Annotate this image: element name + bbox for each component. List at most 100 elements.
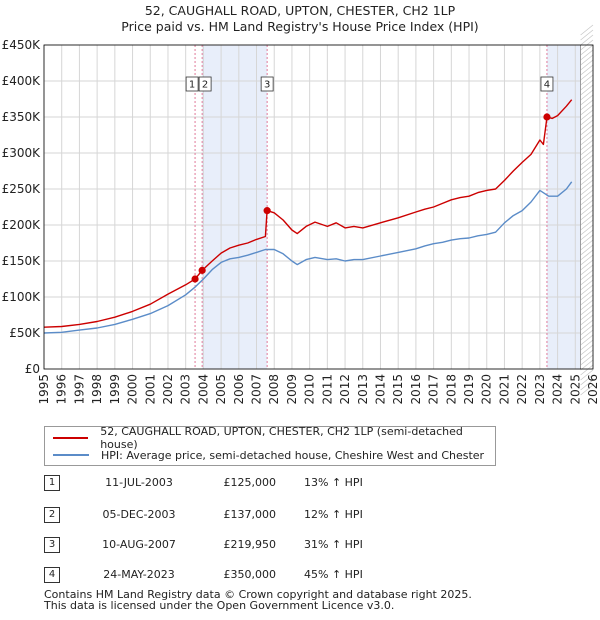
forecast-hatch	[580, 129, 594, 141]
y-tick-label: £100K	[2, 290, 42, 304]
forecast-hatch	[580, 329, 594, 341]
forecast-hatch	[580, 229, 594, 241]
forecast-hatch	[580, 379, 594, 391]
sale-point	[543, 113, 551, 121]
forecast-hatch	[580, 369, 594, 381]
forecast-hatch	[580, 24, 594, 36]
forecast-hatch	[580, 29, 594, 41]
forecast-hatch	[580, 334, 594, 346]
forecast-hatch	[580, 109, 594, 121]
legend-item-hpi: HPI: Average price, semi-detached house,…	[53, 448, 484, 462]
sale-marker-label: 4	[544, 80, 550, 91]
x-tick-label: 2024	[551, 374, 565, 405]
forecast-hatch	[580, 264, 594, 276]
y-tick-label: £50K	[9, 326, 41, 340]
sale-price: £137,000	[223, 508, 277, 521]
sale-date: 10-AUG-2007	[102, 538, 176, 551]
forecast-hatch	[580, 269, 594, 281]
x-tick-label: 2017	[427, 374, 441, 405]
forecast-hatch	[580, 44, 594, 56]
forecast-hatch	[580, 239, 594, 251]
forecast-hatch	[580, 244, 594, 256]
forecast-hatch	[580, 254, 594, 266]
forecast-hatch	[580, 94, 594, 106]
legend-label-property: 52, CAUGHALL ROAD, UPTON, CHESTER, CH2 1…	[100, 425, 463, 451]
legend-swatch-hpi	[53, 454, 89, 456]
x-tick-label: 2001	[143, 374, 157, 405]
forecast-region	[580, 24, 594, 396]
forecast-hatch	[580, 209, 594, 221]
x-tick-label: 1996	[55, 374, 69, 405]
sale-marker-box-frame	[198, 76, 212, 92]
legend: 52, CAUGHALL ROAD, UPTON, CHESTER, CH2 1…	[44, 425, 496, 466]
forecast-hatch	[580, 99, 594, 111]
forecast-hatch	[580, 59, 594, 71]
sale-marker-box: 3	[260, 76, 274, 92]
y-tick-label: £250K	[2, 182, 42, 196]
forecast-hatch	[580, 234, 594, 246]
sale-date: 24-MAY-2023	[103, 568, 175, 581]
sale-number-badge: 4	[44, 567, 60, 583]
sale-marker-lines	[194, 45, 548, 369]
footer-copyright: Contains HM Land Registry data © Crown c…	[44, 588, 472, 601]
x-tick-label: 2003	[179, 374, 193, 405]
forecast-hatch	[580, 154, 594, 166]
forecast-hatch	[580, 164, 594, 176]
x-axis: 1995 1996 1997 1998 1999 2000 2001 2002 2003 2004…	[37, 374, 600, 405]
forecast-hatch	[580, 189, 594, 201]
forecast-hatch	[580, 204, 594, 216]
forecast-hatch	[580, 304, 594, 316]
x-tick-label: 2023	[533, 374, 547, 405]
forecast-hatch	[580, 259, 594, 271]
x-tick-label: 2018	[444, 374, 458, 405]
forecast-hatch	[580, 344, 594, 356]
x-tick-label: 2011	[320, 374, 334, 405]
forecast-hatch	[580, 79, 594, 91]
forecast-hatch	[580, 119, 594, 131]
x-tick-label: 2021	[497, 374, 511, 405]
y-tick-label: £300K	[2, 146, 42, 160]
x-tick-label: 1998	[90, 374, 104, 405]
sale-marker-box: 1	[185, 76, 199, 92]
forecast-hatch	[580, 339, 594, 351]
sale-number-badge: 3	[44, 537, 60, 553]
x-tick-label: 2009	[285, 374, 299, 405]
forecast-hatch	[580, 74, 594, 86]
forecast-hatch	[580, 104, 594, 116]
y-tick-label: £200K	[2, 218, 42, 232]
forecast-hatch	[580, 34, 594, 46]
forecast-hatch	[580, 324, 594, 336]
legend-label-hpi: HPI: Average price, semi-detached house,…	[101, 448, 485, 462]
x-tick-label: 2012	[338, 374, 352, 405]
chart-title: 52, CAUGHALL ROAD, UPTON, CHESTER, CH2 1…	[0, 3, 600, 35]
forecast-hatch	[580, 284, 594, 296]
sale-marker-box: 4	[540, 76, 554, 92]
forecast-hatch	[580, 299, 594, 311]
forecast-hatch	[580, 64, 594, 76]
sale-hpi-diff: 12% ↑ HPI	[304, 508, 363, 521]
y-axis: £0 £50K £100K £150K £200K £250K £300K £350K £400…	[2, 38, 42, 376]
sale-price: £350,000	[223, 568, 277, 581]
x-tick-label: 2010	[303, 374, 317, 405]
x-tick-label: 2025	[568, 374, 582, 405]
y-tick-label: £150K	[2, 254, 42, 268]
x-tick-label: 2016	[409, 374, 423, 405]
x-tick-label: 2008	[267, 374, 281, 405]
x-tick-label: 2007	[250, 374, 264, 405]
y-tick-label: £0	[25, 362, 40, 376]
plot-frame	[43, 44, 594, 370]
sale-point	[191, 275, 199, 283]
y-tick-label: £450K	[2, 38, 42, 52]
x-tick-label: 2022	[515, 374, 529, 405]
forecast-hatch	[580, 69, 594, 81]
sale-hpi-diff: 31% ↑ HPI	[304, 538, 363, 551]
x-tick-label: 2020	[480, 374, 494, 405]
forecast-hatch	[580, 224, 594, 236]
forecast-hatch	[580, 124, 594, 136]
forecast-hatch	[580, 114, 594, 126]
sale-number-badge: 2	[44, 507, 60, 523]
series-lines	[43, 99, 573, 334]
legend-swatch-property	[53, 437, 89, 439]
